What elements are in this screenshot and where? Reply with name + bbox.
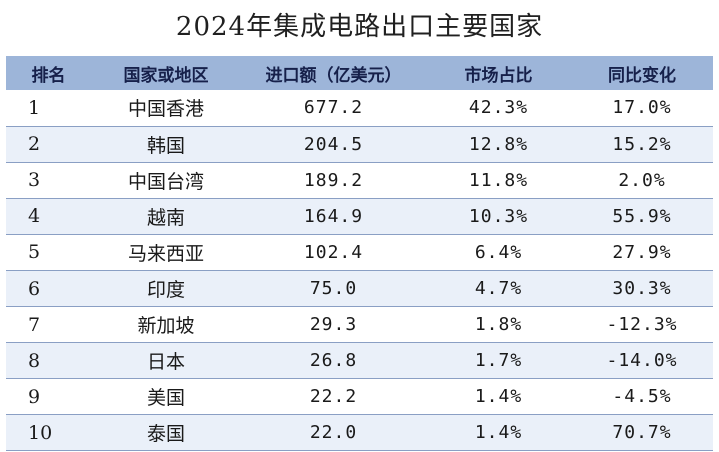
cell-region: 中国台湾 [91, 162, 241, 199]
cell-share: 11.8% [426, 162, 571, 199]
cell-region: 印度 [91, 270, 241, 308]
cell-region: 韩国 [91, 126, 241, 163]
cell-rank: 7 [6, 306, 91, 344]
table-row: 7 新加坡 29.3 1.8% -12.3% [6, 306, 713, 344]
cell-share: 42.3% [426, 90, 571, 127]
cell-region: 泰国 [91, 414, 241, 452]
cell-share: 1.4% [426, 414, 571, 452]
cell-share: 12.8% [426, 126, 571, 163]
page-title: 2024年集成电路出口主要国家 [175, 12, 544, 42]
table-row: 6 印度 75.0 4.7% 30.3% [6, 270, 713, 308]
table-row: 9 美国 22.2 1.4% -4.5% [6, 378, 713, 416]
table-row: 8 日本 26.8 1.7% -14.0% [6, 342, 713, 380]
cell-yoy: 70.7% [571, 414, 713, 452]
cell-amount: 102.4 [241, 234, 426, 271]
cell-region: 日本 [91, 342, 241, 380]
cell-region: 中国香港 [91, 90, 241, 127]
cell-rank: 5 [6, 234, 91, 271]
cell-yoy: 55.9% [571, 198, 713, 235]
cell-share: 1.8% [426, 306, 571, 344]
cell-amount: 189.2 [241, 162, 426, 199]
cell-region: 越南 [91, 198, 241, 235]
header-share: 市场占比 [464, 65, 533, 86]
cell-yoy: 2.0% [571, 162, 713, 199]
cell-amount: 22.0 [241, 414, 426, 452]
cell-yoy: -14.0% [571, 342, 713, 380]
export-table: 排名 国家或地区 进口额（亿美元） 市场占比 同比变化 1 中国香港 677.2… [6, 56, 713, 452]
cell-amount: 164.9 [241, 198, 426, 235]
cell-amount: 677.2 [241, 90, 426, 127]
header-rank: 排名 [31, 65, 66, 86]
cell-yoy: -4.5% [571, 378, 713, 416]
cell-yoy: 27.9% [571, 234, 713, 271]
header-amount: 进口额（亿美元） [265, 65, 402, 86]
cell-amount: 26.8 [241, 342, 426, 380]
cell-share: 4.7% [426, 270, 571, 308]
cell-yoy: 17.0% [571, 90, 713, 127]
table-header: 排名 国家或地区 进口额（亿美元） 市场占比 同比变化 [6, 56, 713, 90]
cell-rank: 9 [6, 378, 91, 416]
cell-rank: 2 [6, 126, 91, 163]
table-row: 5 马来西亚 102.4 6.4% 27.9% [6, 234, 713, 271]
cell-region: 马来西亚 [91, 234, 241, 271]
table-row: 2 韩国 204.5 12.8% 15.2% [6, 126, 713, 163]
table-row: 1 中国香港 677.2 42.3% 17.0% [6, 90, 713, 127]
cell-yoy: 30.3% [571, 270, 713, 308]
cell-share: 10.3% [426, 198, 571, 235]
cell-share: 1.7% [426, 342, 571, 380]
cell-yoy: -12.3% [571, 306, 713, 344]
cell-rank: 4 [6, 198, 91, 235]
cell-amount: 204.5 [241, 126, 426, 163]
cell-region: 新加坡 [91, 306, 241, 344]
table-body: 1 中国香港 677.2 42.3% 17.0% 2 韩国 204.5 12.8… [6, 90, 713, 452]
cell-rank: 3 [6, 162, 91, 199]
table-row: 10 泰国 22.0 1.4% 70.7% [6, 414, 713, 452]
cell-rank: 6 [6, 270, 91, 308]
cell-rank: 10 [6, 414, 91, 452]
cell-yoy: 15.2% [571, 126, 713, 163]
cell-rank: 8 [6, 342, 91, 380]
table-row: 4 越南 164.9 10.3% 55.9% [6, 198, 713, 235]
cell-region: 美国 [91, 378, 241, 416]
header-yoy: 同比变化 [608, 65, 676, 86]
table-row: 3 中国台湾 189.2 11.8% 2.0% [6, 162, 713, 199]
cell-share: 6.4% [426, 234, 571, 271]
cell-amount: 22.2 [241, 378, 426, 416]
cell-rank: 1 [6, 90, 91, 127]
cell-amount: 75.0 [241, 270, 426, 308]
cell-share: 1.4% [426, 378, 571, 416]
cell-amount: 29.3 [241, 306, 426, 344]
header-row: 排名 国家或地区 进口额（亿美元） 市场占比 同比变化 [6, 56, 713, 90]
header-region: 国家或地区 [123, 65, 209, 86]
